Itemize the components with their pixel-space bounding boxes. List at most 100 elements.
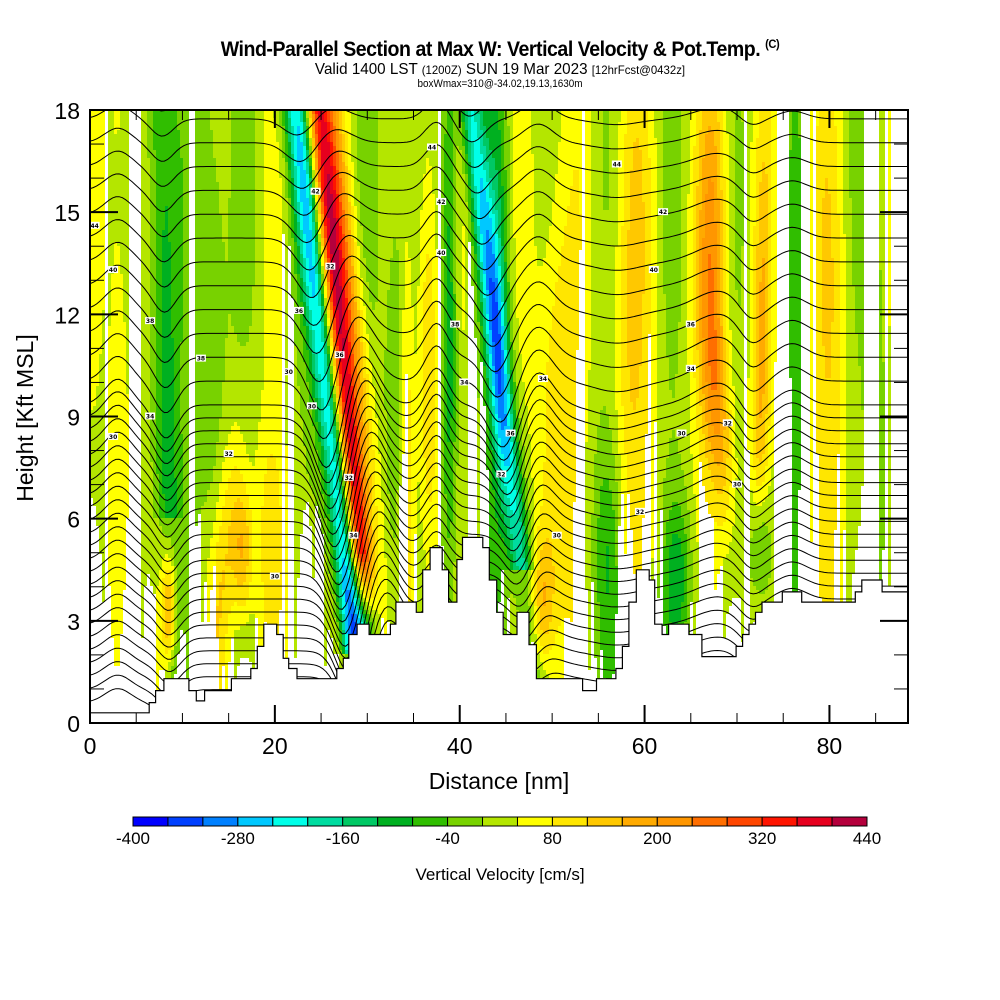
field-cell: [477, 398, 480, 618]
field-cell: [336, 430, 339, 442]
field-cell: [309, 110, 312, 118]
field-cell: [774, 110, 777, 362]
field-cell: [720, 462, 723, 494]
field-cell: [507, 350, 510, 374]
field-cell: [417, 482, 420, 694]
field-cell: [822, 198, 825, 346]
field-cell: [336, 334, 339, 346]
field-cell: [360, 278, 363, 310]
field-cell: [687, 194, 690, 366]
field-cell: [330, 302, 333, 310]
field-cell: [468, 142, 471, 162]
field-cell: [345, 466, 348, 474]
colorbar-swatch: [447, 816, 484, 827]
field-cell: [324, 470, 327, 490]
field-cell: [168, 558, 171, 570]
field-cell: [168, 518, 171, 538]
field-cell: [495, 398, 498, 414]
field-cell: [507, 282, 510, 322]
contour-label-text: 34: [460, 379, 468, 386]
field-cell: [381, 110, 384, 502]
field-cell: [321, 398, 324, 426]
field-cell: [882, 362, 885, 550]
y-tick-label: 15: [54, 200, 80, 226]
field-cell: [336, 454, 339, 466]
field-cell: [336, 194, 339, 218]
field-cell: [498, 334, 501, 394]
field-cell: [336, 406, 339, 414]
field-cell: [315, 274, 318, 354]
field-cell: [360, 226, 363, 278]
field-cell: [549, 542, 552, 622]
field-cell: [663, 478, 666, 546]
field-cell: [369, 606, 372, 614]
field-cell: [303, 122, 306, 134]
contour-label: 44: [611, 160, 622, 168]
field-cell: [369, 302, 372, 362]
field-cell: [363, 258, 366, 306]
field-cell: [720, 526, 723, 566]
field-cell: [810, 110, 813, 542]
contour-label-bg: [648, 266, 659, 274]
field-cell: [543, 462, 546, 542]
theta-contour-line: [90, 551, 908, 659]
field-cell: [360, 422, 363, 454]
field-cell: [345, 298, 348, 330]
field-cell: [123, 322, 126, 590]
field-cell: [324, 354, 327, 374]
field-cell: [366, 602, 369, 610]
contour-label-bg: [145, 412, 156, 420]
field-cell: [333, 350, 336, 358]
field-cell: [228, 198, 231, 314]
field-cell: [339, 178, 342, 202]
field-cell: [837, 214, 840, 454]
colorbar-swatch: [726, 816, 763, 827]
field-cell: [714, 146, 717, 222]
field-cell: [342, 186, 345, 210]
terrain-mask: [90, 536, 908, 723]
field-cell: [219, 618, 222, 698]
field-cell: [471, 246, 474, 286]
field-cell: [231, 326, 234, 426]
field-cell: [657, 110, 660, 574]
field-cell: [525, 406, 528, 478]
field-cell: [309, 166, 312, 178]
field-cell: [405, 242, 408, 374]
field-cell: [363, 518, 366, 550]
field-cell: [210, 130, 213, 482]
field-cell: [336, 218, 339, 250]
contour-label-text: 34: [146, 414, 154, 421]
field-cell: [684, 534, 687, 622]
field-cell: [216, 442, 219, 502]
field-cell: [426, 254, 429, 494]
theta-contour-line: [90, 233, 908, 298]
field-cell: [714, 434, 717, 462]
field-cell: [327, 310, 330, 318]
field-cell: [495, 170, 498, 210]
colorbar-swatch: [761, 816, 798, 827]
field-cell: [321, 322, 324, 342]
field-cell: [348, 550, 351, 554]
field-cell: [180, 434, 183, 518]
field-cell: [501, 246, 504, 278]
contour-label-text: 30: [308, 403, 316, 410]
field-cell: [309, 190, 312, 206]
field-cell: [207, 110, 210, 490]
field-cell: [222, 462, 225, 506]
field-cell: [321, 226, 324, 238]
field-cell: [549, 330, 552, 542]
field-cell: [717, 198, 720, 318]
field-cell: [159, 570, 162, 670]
field-cell: [768, 534, 771, 578]
field-cell: [348, 510, 351, 518]
field-cell: [339, 442, 342, 450]
field-cell: [510, 414, 513, 442]
field-cell: [483, 318, 486, 338]
field-cell: [717, 494, 720, 526]
field-cell: [309, 158, 312, 166]
field-cell: [348, 170, 351, 202]
field-cell: [321, 494, 324, 534]
field-cell: [717, 466, 720, 494]
field-cell: [324, 226, 327, 238]
field-cell: [513, 238, 516, 350]
